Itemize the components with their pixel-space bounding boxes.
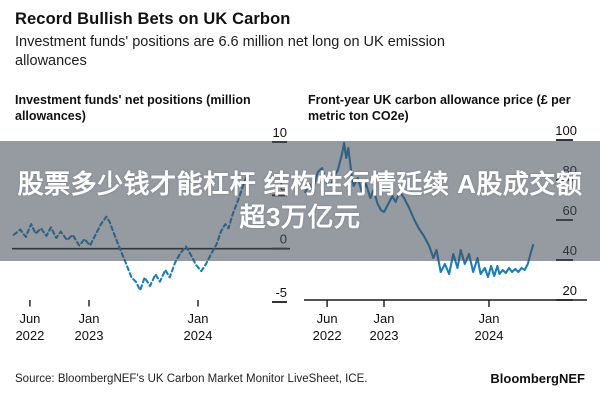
source-note: Source: BloombergNEF's UK Carbon Market …: [15, 373, 368, 385]
x-tick-label-month: Jun: [317, 311, 338, 326]
x-tick-label-month: Jan: [79, 311, 100, 326]
x-tick-label-year: 2022: [15, 328, 44, 343]
y-tick-dash: [272, 301, 287, 304]
y-tick-dash: [556, 299, 573, 301]
y-tick-label: -5: [275, 285, 287, 300]
figure-subtitle: Investment funds' positions are 6.6 mill…: [15, 34, 445, 69]
x-tick-label-month: Jan: [188, 311, 209, 326]
x-tick-label-month: Jun: [19, 311, 40, 326]
right-chart-title: Front-year UK carbon allowance price (£ …: [308, 93, 571, 123]
y-tick-label: 100: [555, 123, 577, 138]
watermark-text-line-1: 股票多少钱才能杠杆 结构性行情延续 A股成交额: [17, 169, 583, 199]
y-tick-label: 20: [563, 283, 577, 298]
y-tick-dash: [556, 139, 573, 141]
left-chart-title: Investment funds' net positions (million…: [15, 93, 251, 123]
x-tick-label-month: Jan: [374, 311, 395, 326]
x-tick-label-month: Jan: [479, 311, 500, 326]
y-tick-label: 10: [273, 125, 287, 140]
x-tick-label-year: 2024: [184, 328, 213, 343]
x-tick-label-year: 2023: [370, 328, 399, 343]
figure-title: Record Bullish Bets on UK Carbon: [15, 10, 291, 28]
x-tick-label-year: 2023: [75, 328, 104, 343]
x-tick-label-year: 2024: [475, 328, 504, 343]
watermark-overlay-band: 股票多少钱才能杠杆 结构性行情延续 A股成交额 超3万亿元: [0, 141, 600, 261]
x-tick-label-year: 2022: [313, 328, 342, 343]
bloombergnef-logo: BloombergNEF: [490, 371, 585, 386]
watermark-text-line-2: 超3万亿元: [239, 202, 361, 232]
